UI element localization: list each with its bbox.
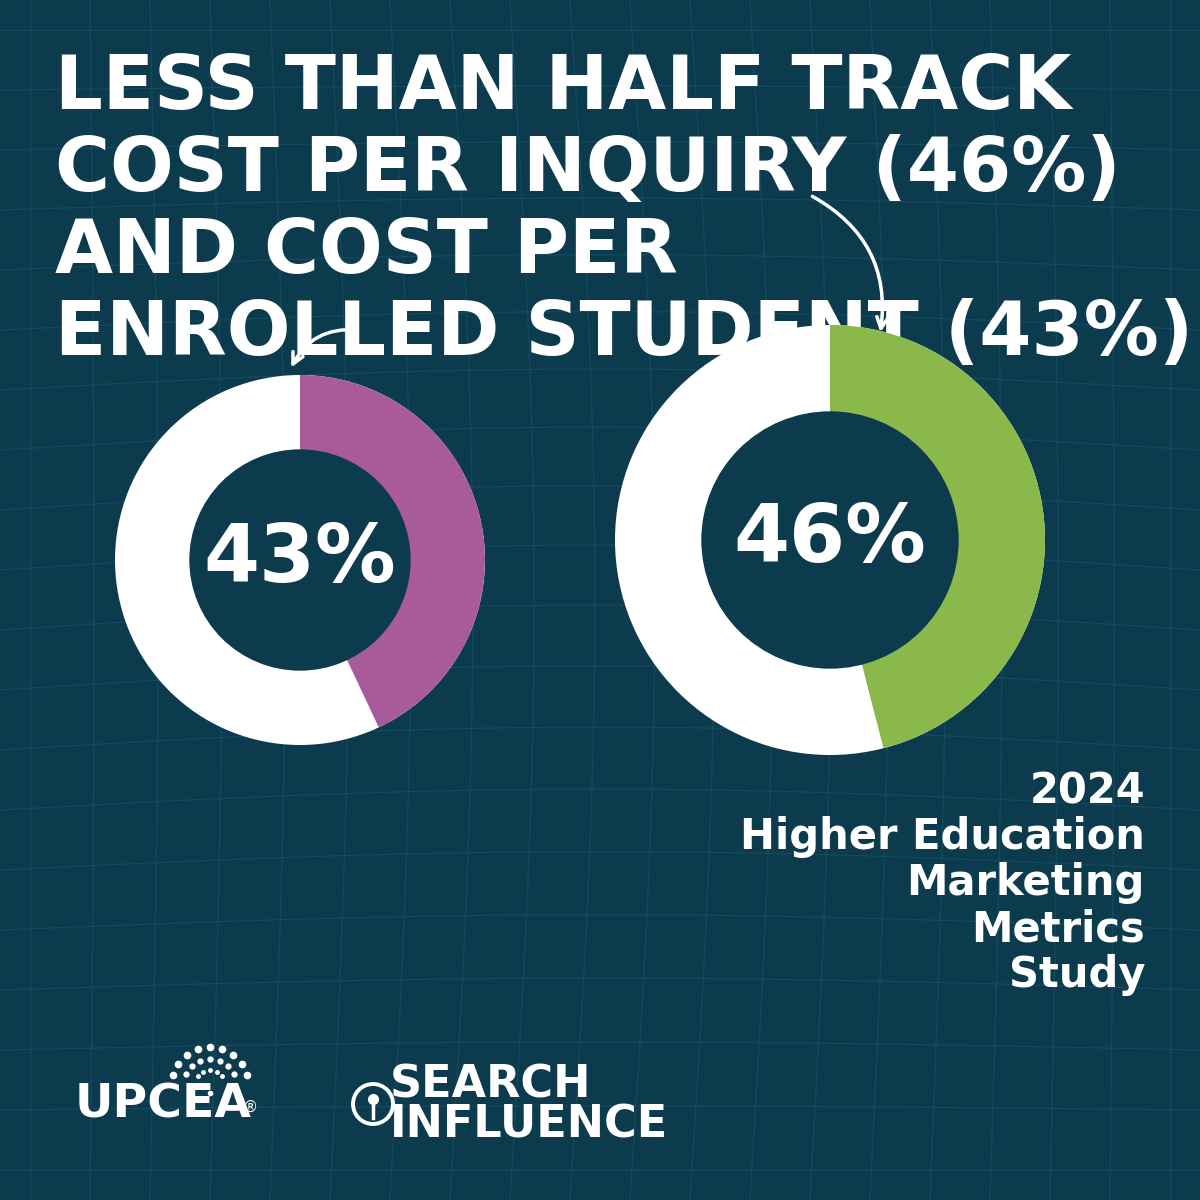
Text: 46%: 46% <box>733 502 926 578</box>
Text: Marketing: Marketing <box>907 862 1145 904</box>
Text: INFLUENCE: INFLUENCE <box>390 1104 668 1146</box>
Text: 43%: 43% <box>204 521 396 599</box>
Text: UPCEA: UPCEA <box>74 1082 252 1128</box>
Text: ENROLLED STUDENT (43%).: ENROLLED STUDENT (43%). <box>55 298 1200 371</box>
Wedge shape <box>115 374 485 745</box>
Text: ®: ® <box>242 1100 258 1115</box>
Text: LESS THAN HALF TRACK: LESS THAN HALF TRACK <box>55 52 1072 125</box>
Circle shape <box>702 412 958 668</box>
Text: COST PER INQUIRY (46%): COST PER INQUIRY (46%) <box>55 134 1121 206</box>
Circle shape <box>190 450 410 670</box>
Text: Higher Education: Higher Education <box>740 816 1145 858</box>
Text: Study: Study <box>1008 954 1145 996</box>
Wedge shape <box>616 325 1045 755</box>
Text: SEARCH: SEARCH <box>390 1063 592 1106</box>
Wedge shape <box>300 374 485 727</box>
Text: 2024: 2024 <box>1030 770 1145 812</box>
Wedge shape <box>830 325 1045 749</box>
Text: Metrics: Metrics <box>971 908 1145 950</box>
Text: AND COST PER: AND COST PER <box>55 216 678 289</box>
